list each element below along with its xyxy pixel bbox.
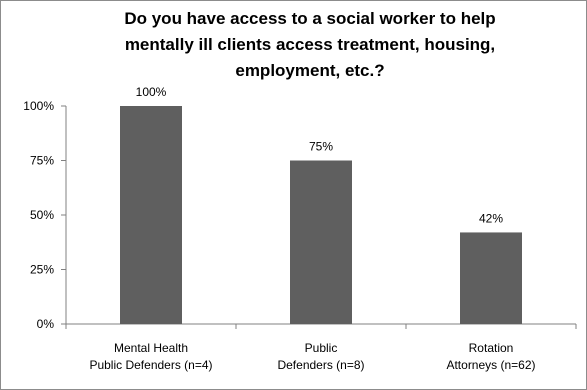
y-tick-label: 25% [30, 263, 54, 277]
chart-title-line-1: Do you have access to a social worker to… [124, 9, 495, 28]
y-tick-label: 75% [30, 154, 54, 168]
bar [290, 160, 352, 324]
chart-title-line-3: employment, etc.? [235, 61, 384, 80]
y-tick-label: 0% [37, 317, 55, 331]
x-category-label: Attorneys (n=62) [446, 358, 535, 372]
x-category-label: Public Defenders (n=4) [89, 358, 212, 372]
data-label: 75% [309, 140, 333, 154]
data-label: 42% [479, 211, 503, 225]
x-category-label: Public [305, 341, 338, 355]
x-category-label: Rotation [469, 341, 514, 355]
data-label: 100% [136, 85, 167, 99]
chart-title-line-2: mentally ill clients access treatment, h… [125, 35, 495, 54]
x-category-label: Defenders (n=8) [277, 358, 364, 372]
bar [120, 106, 182, 324]
y-tick-label: 100% [23, 99, 54, 113]
plot-area: 0% 25% 50% 75% 100% 100% Mental Health Public D… [23, 85, 577, 372]
x-category-label: Mental Health [114, 341, 188, 355]
y-tick-label: 50% [30, 208, 54, 222]
bar [460, 232, 522, 324]
